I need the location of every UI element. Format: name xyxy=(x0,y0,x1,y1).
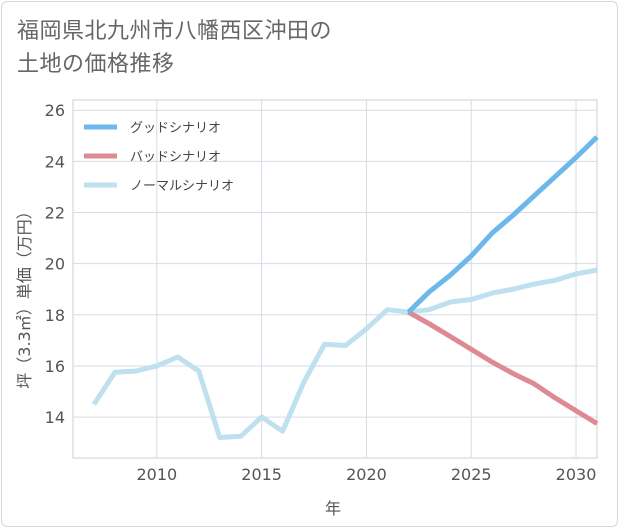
y-tick-label: 14 xyxy=(45,408,65,427)
chart-title-line1: 福岡県北九州市八幡西区沖田の xyxy=(17,19,333,44)
y-axis-title: 坪（3.3㎡）単価（万円） xyxy=(15,203,34,388)
y-tick-label: 26 xyxy=(45,101,65,120)
chart-title: 福岡県北九州市八幡西区沖田の 土地の価格推移 xyxy=(17,15,332,81)
x-tick-label: 2010 xyxy=(136,465,177,484)
legend-label: バッドシナリオ xyxy=(130,150,221,165)
x-tick-labels: 2010 2015 2020 2025 2030 xyxy=(136,465,596,484)
x-tick-label: 2030 xyxy=(556,465,597,484)
plot-background xyxy=(72,99,598,459)
series-lines xyxy=(91,135,599,440)
x-axis-title: 年 xyxy=(325,499,341,518)
y-tick-label: 18 xyxy=(45,306,65,325)
x-tick-label: 2020 xyxy=(346,465,387,484)
gridlines xyxy=(73,100,597,458)
x-tick-label: 2015 xyxy=(241,465,282,484)
y-tick-label: 20 xyxy=(45,255,65,274)
legend-label: ノーマルシナリオ xyxy=(130,179,234,194)
y-tick-label: 22 xyxy=(45,204,65,223)
series-line-1 xyxy=(407,310,599,426)
x-tick-label: 2025 xyxy=(451,465,492,484)
series-line-0 xyxy=(406,135,599,314)
chart-title-line2: 土地の価格推移 xyxy=(17,52,175,77)
legend-label: グッドシナリオ xyxy=(130,121,221,136)
y-tick-labels: 14 16 18 20 22 24 26 xyxy=(45,101,65,427)
y-tick-label: 24 xyxy=(45,152,65,171)
y-tick-label: 16 xyxy=(45,357,65,376)
series-line-2 xyxy=(91,267,598,440)
